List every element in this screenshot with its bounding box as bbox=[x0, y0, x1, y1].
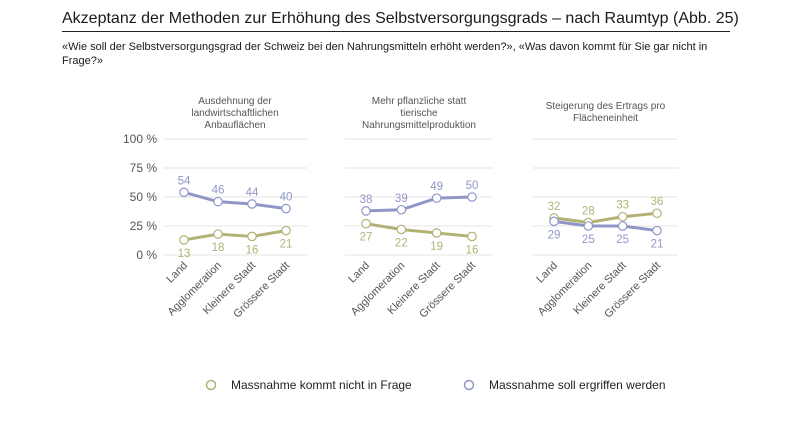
data-label: 40 bbox=[280, 192, 293, 204]
legend-marker bbox=[205, 379, 217, 391]
data-point bbox=[467, 192, 477, 202]
panel-title: Steigerung des Ertrags pro bbox=[546, 101, 666, 112]
data-label: 27 bbox=[360, 232, 373, 244]
x-tick-label: Land bbox=[534, 260, 560, 286]
panel-title: Mehr pflanzliche statt bbox=[372, 96, 467, 107]
x-tick-label: Land bbox=[346, 260, 372, 286]
data-label: 19 bbox=[430, 241, 443, 253]
y-tick-label: 50 % bbox=[130, 190, 158, 204]
x-tick-label: Land bbox=[164, 260, 190, 286]
data-label: 16 bbox=[466, 244, 479, 256]
data-label: 54 bbox=[178, 175, 191, 187]
data-label: 32 bbox=[548, 201, 561, 213]
data-label: 49 bbox=[430, 181, 443, 193]
data-point bbox=[281, 203, 291, 214]
data-point bbox=[396, 224, 407, 235]
panel-title: tierische bbox=[400, 108, 438, 119]
data-label: 13 bbox=[178, 248, 191, 260]
data-point bbox=[617, 221, 628, 231]
series-line bbox=[553, 219, 658, 233]
panel-title: Anbauflächen bbox=[204, 120, 265, 131]
data-label: 18 bbox=[212, 242, 225, 254]
data-label: 36 bbox=[651, 196, 664, 208]
data-point bbox=[396, 204, 407, 215]
panel-title: landwirtschaftlichen bbox=[191, 108, 278, 119]
y-tick-label: 75 % bbox=[130, 161, 158, 175]
data-point bbox=[213, 229, 223, 239]
data-point bbox=[431, 228, 442, 238]
data-label: 16 bbox=[246, 244, 259, 256]
data-label: 21 bbox=[280, 239, 293, 251]
series-line bbox=[365, 195, 473, 213]
y-tick-label: 25 % bbox=[130, 219, 158, 233]
data-label: 39 bbox=[395, 193, 408, 205]
data-point bbox=[247, 199, 257, 209]
data-point bbox=[281, 225, 291, 236]
data-point bbox=[467, 231, 477, 242]
data-point bbox=[652, 208, 662, 219]
data-point bbox=[179, 235, 189, 245]
data-point bbox=[652, 225, 662, 236]
data-point bbox=[361, 218, 371, 229]
panel-title: Nahrungsmittelproduktion bbox=[362, 120, 476, 131]
data-point bbox=[247, 231, 257, 242]
page-title: Akzeptanz der Methoden zur Erhöhung des … bbox=[62, 10, 739, 32]
data-point bbox=[431, 193, 442, 203]
data-label: 38 bbox=[360, 194, 373, 206]
data-point bbox=[213, 196, 223, 207]
series-line bbox=[183, 229, 287, 242]
legend-marker bbox=[463, 379, 475, 391]
legend-label: Massnahme soll ergriffen werden bbox=[489, 378, 666, 392]
panel-title: Flächeneinheit bbox=[573, 113, 638, 124]
legend-label: Massnahme kommt nicht in Frage bbox=[231, 378, 412, 392]
data-label: 29 bbox=[548, 229, 561, 241]
y-tick-label: 100 % bbox=[123, 132, 157, 146]
data-label: 21 bbox=[651, 239, 664, 251]
data-label: 44 bbox=[246, 187, 259, 199]
y-tick-label: 0 % bbox=[136, 248, 157, 262]
data-label: 22 bbox=[395, 237, 408, 249]
data-label: 50 bbox=[466, 180, 479, 192]
series-line bbox=[553, 211, 658, 225]
data-point bbox=[583, 221, 594, 231]
series-line bbox=[183, 190, 287, 211]
panel-title: Ausdehnung der bbox=[198, 96, 272, 107]
data-label: 28 bbox=[582, 206, 595, 218]
data-label: 46 bbox=[212, 185, 225, 197]
data-point bbox=[549, 216, 559, 227]
data-point bbox=[179, 187, 189, 198]
data-label: 25 bbox=[582, 234, 595, 246]
data-point bbox=[361, 206, 371, 216]
data-point bbox=[617, 211, 628, 222]
page-subtitle: «Wie soll der Selbstversorgungsgrad der … bbox=[62, 41, 708, 67]
data-label: 25 bbox=[616, 234, 629, 246]
data-label: 33 bbox=[616, 200, 629, 212]
series-line bbox=[365, 222, 473, 238]
